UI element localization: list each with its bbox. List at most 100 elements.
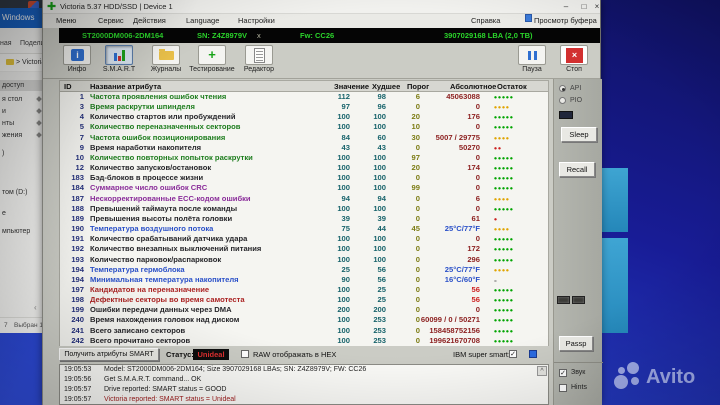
recall-button[interactable]: Recall: [559, 162, 595, 177]
cell-worst: 39: [377, 213, 386, 223]
cell-worst: 98: [377, 92, 386, 101]
table-row[interactable]: 184 Суммарное число ошибок CRC 100 100 99 0 ••…: [60, 183, 548, 193]
ribbon-tab-share[interactable]: Поделит: [20, 40, 44, 47]
victoria-titlebar[interactable]: ✚ Victoria 5.37 HDD/SSD | Device 1 – □ ×: [43, 0, 600, 14]
sound-checkbox[interactable]: ✓: [559, 369, 567, 377]
table-row[interactable]: 194 Минимальная температура накопителя 90 5…: [60, 275, 548, 285]
sidebar-item[interactable]: и: [0, 106, 44, 117]
cell-worst: 100: [373, 254, 386, 264]
table-row[interactable]: 12 Количество запусков/остановок 100 100 20 1…: [60, 163, 548, 173]
info-button[interactable]: i: [63, 45, 91, 65]
journals-button[interactable]: [152, 45, 180, 65]
smart-label: S.M.A.R.T: [102, 66, 136, 73]
table-row[interactable]: 191 Количество срабатываний датчика удара…: [60, 234, 548, 244]
passp-button[interactable]: Passp: [559, 336, 593, 351]
ribbon-tab-home[interactable]: ная: [0, 40, 12, 47]
small-button-1[interactable]: [557, 296, 570, 304]
table-row[interactable]: 187 Нескорректированные ECC-кодом ошибки 9…: [60, 194, 548, 204]
table-row[interactable]: 1 Частота проявления ошибок чтения 112 98 6 4…: [60, 92, 548, 102]
explorer-sidebar: доступ я стол и нты жения) том (D:) е мпьютер: [0, 72, 44, 316]
header-worst: Худшее: [372, 82, 401, 91]
editor-button[interactable]: [245, 45, 273, 65]
testing-button[interactable]: +: [198, 45, 226, 65]
sleep-button[interactable]: Sleep: [561, 127, 597, 142]
cell-health-dots: ••••: [494, 264, 510, 275]
cell-attribute-name: Превышения высоты полёта головки: [90, 213, 233, 223]
table-row[interactable]: 240 Время нахождения головок над диском 10…: [60, 315, 548, 325]
table-row[interactable]: 194 Температура гермоблока 25 56 0 25°C/77°F •…: [60, 265, 548, 275]
table-row[interactable]: 183 Бэд-блоков в процессе жизни 100 100 0 0 ••…: [60, 173, 548, 183]
table-row[interactable]: 10 Количество повторных попыток раскрутки…: [60, 153, 548, 163]
cell-value: 100: [337, 152, 350, 162]
cell-attribute-name: Частота проявления ошибок чтения: [90, 92, 227, 101]
status-row: Получить атрибуты SMART Статус: Unideal …: [43, 347, 553, 363]
window-title: Victoria 5.37 HDD/SSD | Device 1: [60, 2, 173, 11]
menu-item-actions[interactable]: Действия: [133, 16, 166, 25]
smart-button[interactable]: [105, 45, 133, 65]
table-row[interactable]: 3 Время раскрутки шпинделя 97 96 0 0 ••••: [60, 102, 548, 112]
menu-item-help[interactable]: Справка: [471, 16, 501, 25]
chevron-left-icon[interactable]: ‹: [34, 303, 37, 312]
sidebar-item[interactable]: е: [0, 208, 44, 219]
pio-radio[interactable]: [559, 97, 566, 104]
log-message: Model: ST2000DM006-2DM164; Size 39070291…: [104, 366, 367, 373]
sidebar-item-label: том (D:): [2, 189, 28, 196]
sidebar-item[interactable]: жения: [0, 130, 44, 141]
sidebar-item[interactable]: ): [0, 148, 44, 159]
table-row[interactable]: 241 Всего записано секторов 100 253 0 1584587…: [60, 326, 548, 336]
api-radio[interactable]: [559, 85, 566, 92]
get-smart-button[interactable]: Получить атрибуты SMART: [59, 348, 159, 361]
sidebar-item[interactable]: том (D:): [0, 187, 44, 198]
color-swatch[interactable]: [529, 350, 537, 358]
hints-label: Hints: [571, 384, 587, 391]
pause-button[interactable]: [518, 45, 546, 65]
hints-checkbox[interactable]: [559, 384, 567, 392]
cell-absolute: 25°C/77°F: [444, 264, 480, 274]
sidebar-item[interactable]: нты: [0, 118, 44, 129]
sidebar-item[interactable]: доступ: [0, 80, 44, 91]
scroll-up-icon[interactable]: ^: [537, 366, 547, 376]
ibm-smart-checkbox[interactable]: ✓: [509, 350, 517, 358]
table-row[interactable]: 5 Количество переназначенных секторов 100 1…: [60, 122, 548, 132]
menu-item-service[interactable]: Сервис: [98, 16, 124, 25]
table-row[interactable]: 4 Количество стартов или пробуждений 100 10…: [60, 112, 548, 122]
sidebar-item[interactable]: мпьютер: [0, 226, 44, 237]
table-row[interactable]: 7 Частота ошибок позиционирования 84 60 30 50…: [60, 133, 548, 143]
minimize-button[interactable]: –: [563, 2, 569, 11]
menu-item-settings[interactable]: Настройки: [238, 16, 275, 25]
table-row[interactable]: 198 Дефектные секторы во время самотеста 1…: [60, 295, 548, 305]
divider: [554, 362, 603, 363]
table-row[interactable]: 197 Кандидатов на переназначение 100 25 0 56 •…: [60, 285, 548, 295]
cell-id: 183: [71, 173, 84, 183]
app-icon[interactable]: [28, 1, 39, 10]
table-row[interactable]: 188 Превышений таймаута после команды 100 1…: [60, 204, 548, 214]
table-row[interactable]: 190 Температура воздушного потока 75 44 45 25…: [60, 224, 548, 234]
menu-item-menu[interactable]: Меню: [56, 16, 77, 25]
cell-worst: 56: [377, 274, 386, 284]
maximize-button[interactable]: □: [581, 2, 587, 11]
raw-hex-checkbox[interactable]: [241, 350, 249, 358]
item-count: 7: [4, 322, 8, 329]
sidebar-item[interactable]: я стол: [0, 94, 44, 105]
small-button-2[interactable]: [572, 296, 585, 304]
cell-health-dots: •••••: [494, 254, 514, 265]
sidebar-item-label: доступ: [2, 82, 25, 89]
stop-label: Стоп: [566, 66, 582, 73]
breadcrumb[interactable]: > Victoria: [0, 54, 44, 72]
table-row[interactable]: 199 Ошибки передачи данных через DMA 200 20…: [60, 305, 548, 315]
stop-x-icon: ×: [566, 48, 583, 63]
cell-value: 75: [341, 224, 350, 234]
table-row[interactable]: 193 Количество парковок/распарковок 100 100…: [60, 255, 548, 265]
table-row[interactable]: 242 Всего прочитано секторов 100 253 0 199621…: [60, 336, 548, 346]
cell-threshold: 0: [415, 254, 420, 264]
cell-worst: 43: [377, 142, 386, 152]
table-row[interactable]: 192 Количество внезапных выключений питан…: [60, 244, 548, 254]
table-row[interactable]: 9 Время наработки накопителя 43 43 0 50270 ••: [60, 143, 548, 153]
menu-item-language[interactable]: Language: [186, 16, 220, 25]
stop-button[interactable]: ×: [560, 45, 588, 65]
close-button[interactable]: ×: [594, 2, 600, 11]
cell-health-dots: ••: [494, 142, 502, 153]
explorer-titlebar[interactable]: Windows: [0, 8, 44, 28]
menu-item-buffer-view[interactable]: Просмотр буфера: [534, 16, 597, 25]
table-row[interactable]: 189 Превышения высоты полёта головки 39 39 0…: [60, 214, 548, 224]
